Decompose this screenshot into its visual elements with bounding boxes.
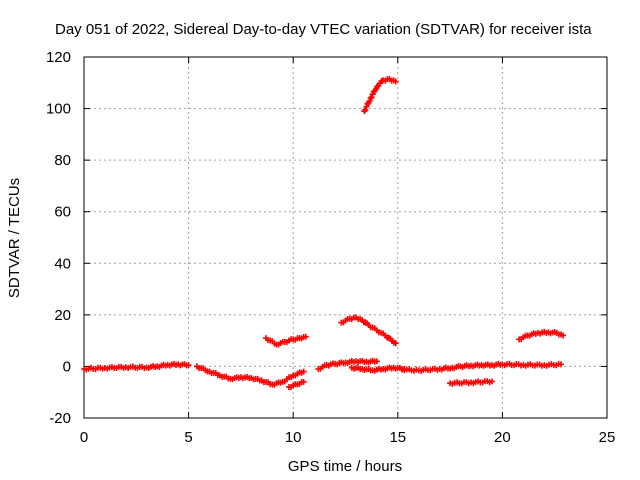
data-point	[368, 94, 375, 101]
data-point	[373, 358, 380, 365]
x-tick-label: 10	[285, 429, 302, 446]
data-point	[300, 368, 307, 375]
x-tick-label: 5	[184, 429, 192, 446]
series-dip	[193, 363, 307, 388]
series-baseline-b	[315, 357, 380, 373]
chart-title: Day 051 of 2022, Sidereal Day-to-day VTE…	[55, 21, 592, 38]
y-tick-label: 80	[54, 152, 71, 169]
series-baseline-a	[81, 360, 192, 373]
axis-ticks: 0 5 10 15 20 25 -20 0 20 40 60 80 100 120	[46, 49, 615, 446]
data-point	[392, 78, 399, 85]
y-tick-label: 20	[54, 307, 71, 324]
grid	[84, 57, 607, 418]
x-tick-label: 25	[599, 429, 616, 446]
data-point	[392, 340, 399, 347]
x-axis-title: GPS time / hours	[288, 458, 402, 475]
data-point	[362, 106, 369, 113]
data-point	[302, 333, 309, 340]
series-hump-13	[338, 314, 399, 347]
data-point	[185, 362, 192, 369]
series-baseline-c	[398, 360, 564, 374]
y-tick-label: 100	[46, 101, 71, 118]
data-point	[367, 95, 374, 102]
series-baseline-b-lower	[348, 364, 408, 374]
plot-frame	[83, 56, 608, 419]
x-tick-label: 0	[80, 429, 88, 446]
data-point	[300, 378, 307, 385]
x-tick-label: 15	[389, 429, 406, 446]
series-hump-21	[516, 328, 567, 343]
series-dip-lower	[286, 378, 307, 391]
data-series	[81, 75, 567, 391]
y-tick-label: 120	[46, 49, 71, 66]
data-point	[557, 361, 564, 368]
data-point	[488, 378, 495, 385]
y-axis-title: SDTVAR / TECUs	[6, 178, 23, 298]
y-tick-label: 0	[63, 358, 71, 375]
series-lower-18	[447, 378, 495, 387]
series-hump-10	[263, 333, 309, 348]
y-tick-label: -20	[49, 410, 71, 427]
data-point	[560, 332, 567, 339]
y-tick-label: 40	[54, 255, 71, 272]
y-tick-label: 60	[54, 204, 71, 221]
series-peak-14	[361, 75, 399, 115]
x-tick-label: 20	[494, 429, 511, 446]
